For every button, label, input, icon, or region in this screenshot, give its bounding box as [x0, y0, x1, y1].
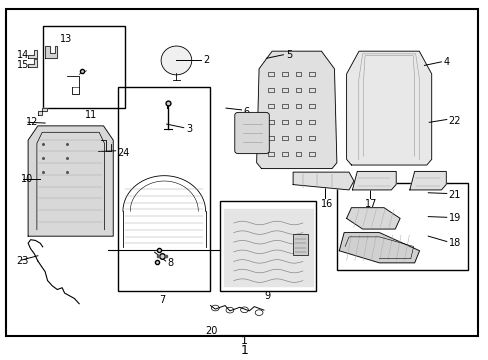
Text: 1: 1: [240, 344, 248, 357]
Polygon shape: [339, 233, 419, 263]
Text: 19: 19: [448, 213, 460, 223]
Ellipse shape: [161, 46, 191, 75]
Bar: [118, 87, 210, 291]
Text: 17: 17: [364, 199, 376, 209]
Text: 1: 1: [241, 337, 247, 346]
Polygon shape: [224, 210, 312, 286]
Text: 24: 24: [117, 148, 129, 158]
Bar: [292, 234, 307, 255]
Text: 13: 13: [60, 34, 72, 44]
Polygon shape: [352, 171, 395, 190]
Text: 16: 16: [321, 199, 333, 209]
Text: 22: 22: [448, 116, 460, 126]
Polygon shape: [346, 51, 431, 165]
Text: 3: 3: [186, 125, 192, 134]
Polygon shape: [409, 171, 446, 190]
Bar: [268, 104, 274, 108]
Bar: [308, 120, 314, 125]
Bar: [42, 26, 125, 108]
Bar: [282, 136, 287, 140]
Bar: [308, 104, 314, 108]
Text: 7: 7: [159, 295, 164, 305]
Text: 14: 14: [17, 50, 29, 60]
Text: 4: 4: [443, 57, 449, 67]
Bar: [282, 104, 287, 108]
Text: 2: 2: [203, 55, 209, 65]
Bar: [282, 152, 287, 157]
Text: 23: 23: [16, 256, 28, 266]
Polygon shape: [45, 46, 57, 58]
Bar: [295, 104, 301, 108]
Bar: [268, 88, 274, 93]
Text: 9: 9: [264, 291, 270, 301]
Polygon shape: [346, 208, 399, 229]
Text: 10: 10: [21, 174, 33, 184]
Polygon shape: [28, 50, 37, 58]
Bar: [295, 152, 301, 157]
Bar: [295, 72, 301, 76]
Bar: [282, 120, 287, 125]
Bar: [308, 88, 314, 93]
Text: 18: 18: [448, 238, 460, 248]
Polygon shape: [292, 172, 353, 190]
Polygon shape: [38, 108, 46, 115]
Bar: [308, 136, 314, 140]
Text: 5: 5: [285, 50, 291, 60]
Text: 11: 11: [85, 110, 97, 120]
Bar: [268, 136, 274, 140]
Bar: [295, 136, 301, 140]
Text: 21: 21: [448, 190, 460, 200]
Bar: [282, 88, 287, 93]
Bar: [295, 88, 301, 93]
Bar: [268, 120, 274, 125]
Bar: [308, 152, 314, 157]
Bar: [295, 120, 301, 125]
Bar: [268, 72, 274, 76]
Bar: [268, 152, 274, 157]
Bar: [220, 201, 316, 291]
Polygon shape: [28, 126, 113, 236]
FancyBboxPatch shape: [234, 112, 269, 154]
Text: 6: 6: [243, 107, 249, 117]
Text: 12: 12: [26, 117, 38, 127]
Bar: [336, 183, 467, 270]
Text: 15: 15: [17, 60, 29, 71]
Bar: [308, 72, 314, 76]
Polygon shape: [256, 51, 336, 168]
Text: 20: 20: [205, 326, 217, 336]
Polygon shape: [28, 59, 37, 67]
Text: 8: 8: [167, 258, 173, 268]
Bar: [282, 72, 287, 76]
